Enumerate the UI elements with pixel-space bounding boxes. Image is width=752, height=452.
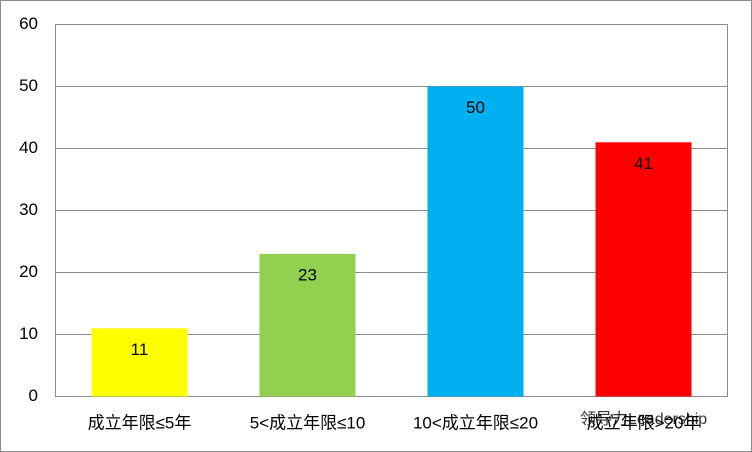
data-label: 23: [298, 265, 317, 284]
y-tick-label: 50: [19, 76, 38, 95]
bar: [259, 253, 356, 397]
y-tick-label: 60: [19, 14, 38, 33]
y-tick-label: 0: [29, 386, 38, 405]
data-label: 41: [634, 154, 653, 173]
y-tick-label: 40: [19, 138, 38, 157]
x-tick-label: 10<成立年限≤20: [413, 413, 538, 432]
bar: [91, 328, 188, 397]
bar: [595, 142, 692, 397]
y-tick-label: 10: [19, 324, 38, 343]
x-tick-label: 成立年限>20年: [587, 413, 701, 432]
x-tick-label: 5<成立年限≤10: [250, 413, 366, 432]
data-label: 11: [131, 340, 149, 359]
data-label: 50: [466, 98, 485, 117]
y-tick-label: 20: [19, 262, 38, 281]
x-tick-label: 成立年限≤5年: [88, 413, 192, 432]
watermark: 领导力Leadership: [580, 410, 707, 428]
y-tick-label: 30: [19, 200, 38, 219]
bar: [427, 86, 524, 397]
